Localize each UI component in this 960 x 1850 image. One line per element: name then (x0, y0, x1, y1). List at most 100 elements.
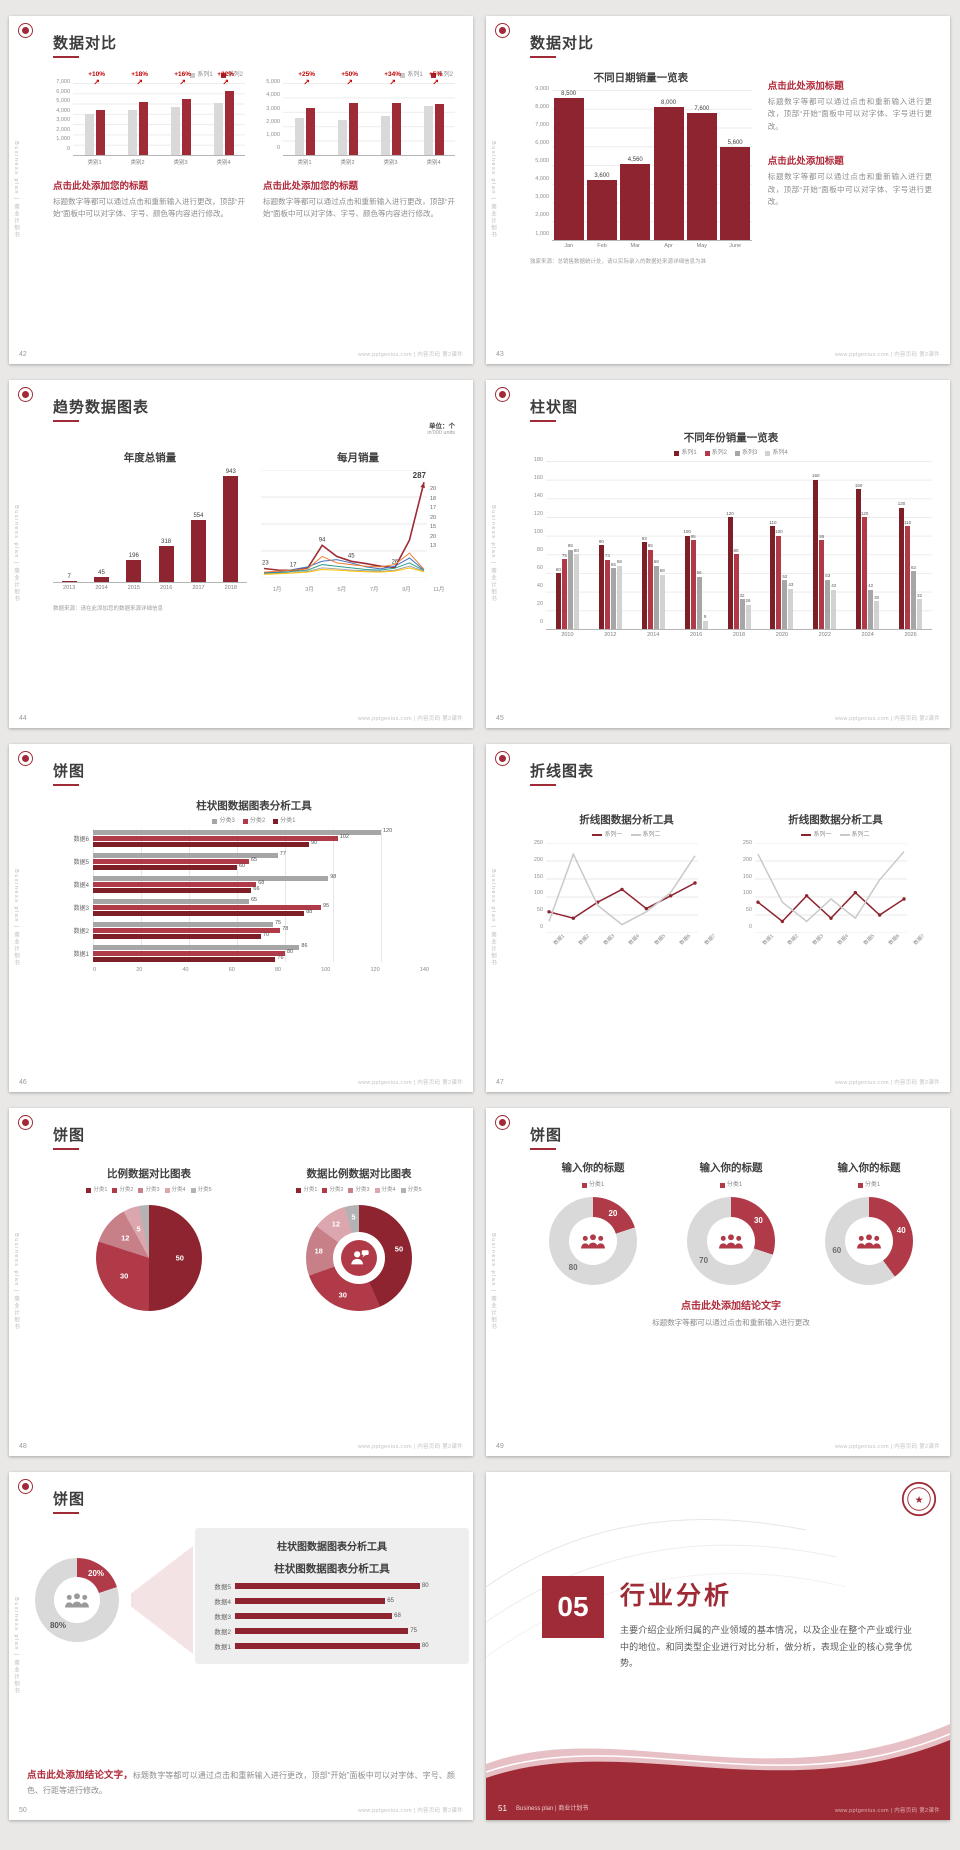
page-number: 44 (19, 715, 27, 722)
lg-lb: 分类5 (407, 1187, 422, 1193)
vb-bar: 42 (868, 584, 873, 629)
lc-tick: 0 (748, 923, 752, 930)
vb-bar (213, 102, 223, 155)
hb-line: 70 (93, 933, 429, 939)
pie-lab: 50 (175, 1252, 184, 1262)
slide-45[interactable]: Business plan | 商业计划书 柱状图 不同年份销量一览表 系列1 系列… (486, 380, 950, 728)
lg-sq (735, 450, 740, 456)
hb-bar (93, 904, 321, 910)
c-title: 柱状图数据图表分析工具 (196, 800, 312, 812)
hb-line: 60 (93, 864, 429, 870)
lc-xin: 7月 (369, 587, 379, 593)
block-heading: 点击此处添加您的标题 (53, 181, 149, 192)
vb-group: 100 95 56 9 (675, 461, 718, 629)
vb-pct-t: +5% (429, 71, 443, 78)
lc-tick: 100 (533, 890, 543, 897)
lg-sq (765, 450, 771, 456)
lg-sq (704, 450, 710, 456)
hb-row: 数据5 77 65 60 (63, 852, 445, 870)
lg-sq (220, 72, 226, 78)
lc-xin: 数据2 (786, 933, 800, 947)
vb-tick: 60 (536, 565, 543, 572)
pie-hole (569, 1217, 617, 1265)
vb-bar: 7,600 (686, 106, 717, 240)
vb-group: 943 (215, 469, 247, 582)
vb-val: 80 (573, 547, 579, 553)
donut-chart: 数据比例数据对比图表 分类1 分类2 分类3 分类4 分类5 50 30 18 12 5 (263, 1164, 455, 1311)
slide-48[interactable]: Business plan | 商业计划书 饼图 比例数据对比图表 分类1 分类2 分… (9, 1108, 473, 1456)
vb-xrow: Jan Feb Mar Apr May June (552, 241, 752, 249)
slide-47[interactable]: Business plan | 商业计划书 折线图表 折线图数据分析工具 系列一系… (486, 744, 950, 1092)
vb-group: +25% ↗ (283, 71, 326, 155)
vb-plot: 60 75 85 80 90 74 65 68 93 85 68 58 100 95 56 9 120 80 32 2… (546, 461, 932, 630)
block-heading: 点击此处添加您的标题 (263, 181, 359, 192)
slide-footer: www.pptgenius.com | 内容页码 第2课件 (834, 716, 940, 722)
vb-group: 130 110 62 32 (889, 461, 932, 629)
slide-footer: www.pptgenius.com | 内容页码 第2课件 (357, 1808, 463, 1814)
vb-bar: 5,600 (720, 140, 751, 240)
vb-val: 68 (616, 559, 622, 565)
slide-42[interactable]: Business plan | 商业计划书 数据对比 系列1 系列2 7,000 6,… (9, 16, 473, 364)
lg-it: 系列一 (592, 832, 623, 838)
slide-49[interactable]: Business plan | 商业计划书 饼图 输入你的标题 分类1 20 80 输… (486, 1108, 950, 1456)
hb-val: 120 (383, 828, 393, 835)
lg-lb: 分类3 (219, 818, 235, 824)
slide-46[interactable]: Business plan | 商业计划书 饼图 柱状图数据图表分析工具 分类3 分… (9, 744, 473, 1092)
slide-50[interactable]: Business plan | 商业计划书 饼图 20% 80% 柱状图数据图表分… (9, 1472, 473, 1820)
donut-chart-3: 输入你的标题 分类1 40 60 (825, 1158, 913, 1285)
lg-sq (348, 1188, 354, 1194)
lc-xin: 数据6 (678, 933, 693, 947)
lg-lb: 分类2 (329, 1187, 344, 1193)
hb-val: 80 (287, 949, 294, 956)
vb-bar (337, 120, 347, 155)
vb-x: 2014 (95, 585, 108, 591)
lg-sq (242, 818, 248, 824)
hb-xt: 140 (419, 967, 429, 973)
vb-pct-t: +16% (174, 71, 192, 78)
vb-pct-a: ↗ (389, 77, 396, 87)
hb-xt: 80 (274, 967, 282, 973)
lg-it: 系列3 (735, 450, 757, 456)
lg-lb: 分类5 (197, 1187, 212, 1193)
slide-51[interactable]: ★ 05 行业分析 主要介绍企业所归属的产业领域的基本情况，以及企业在整个产业或… (486, 1472, 950, 1820)
lg-sq (581, 1182, 587, 1188)
vb-bar: 943 (223, 469, 239, 582)
hb-xt: 100 (321, 967, 331, 973)
vb-group: +50% ↗ (326, 71, 369, 155)
logo-icon (18, 1479, 33, 1494)
hb-bar (93, 864, 237, 870)
lc-x: 数据4 (622, 933, 647, 949)
vb-val: 68 (653, 559, 659, 565)
slide-title: 饼图 (53, 760, 85, 786)
vb-group: +22% ↗ (202, 71, 245, 155)
pie-lab: 80 (568, 1263, 578, 1273)
lc-x: 11月 (423, 578, 455, 596)
lc-x: 数据6 (881, 933, 906, 949)
slide-43[interactable]: Business plan | 商业计划书 数据对比 不同日期销量一览表 9,00… (486, 16, 950, 364)
lg-it: 系列4 (765, 450, 788, 456)
hb-line: 88 (93, 910, 429, 916)
pie-lab: 50 (394, 1244, 404, 1254)
lg-sq (322, 1188, 328, 1194)
slide-content: 比例数据对比图表 分类1 分类2 分类3 分类4 分类5 50 30 12 5 数据比例数据对比图… (53, 1154, 455, 1434)
beam-shape (131, 1546, 193, 1654)
hb-bar (93, 921, 273, 927)
vb-bar: 52 (782, 574, 787, 629)
c-title: 不同年份销量一览表 (683, 432, 779, 444)
svg-text:17: 17 (290, 562, 297, 568)
vb-bar: 9 (702, 615, 708, 629)
c-title: 输入你的标题 (561, 1162, 625, 1174)
hb-bar (93, 898, 249, 904)
vb-bar: 53 (825, 574, 830, 629)
lc-wrap (755, 842, 907, 934)
logo-icon (495, 387, 510, 402)
vb-val: 7,600 (694, 106, 710, 113)
vb-x: 2016 (689, 632, 703, 638)
vb-val: 120 (860, 510, 869, 516)
vb-bar: 8,500 (553, 91, 584, 240)
brand-label: Business plan | 商业计划书 (516, 1806, 589, 1812)
vb-x: June (729, 243, 742, 249)
hb-bar (93, 875, 329, 881)
slide-44[interactable]: Business plan | 商业计划书 趋势数据图表 单位：个 in'000… (9, 380, 473, 728)
lc-xin: 数据4 (628, 933, 642, 947)
